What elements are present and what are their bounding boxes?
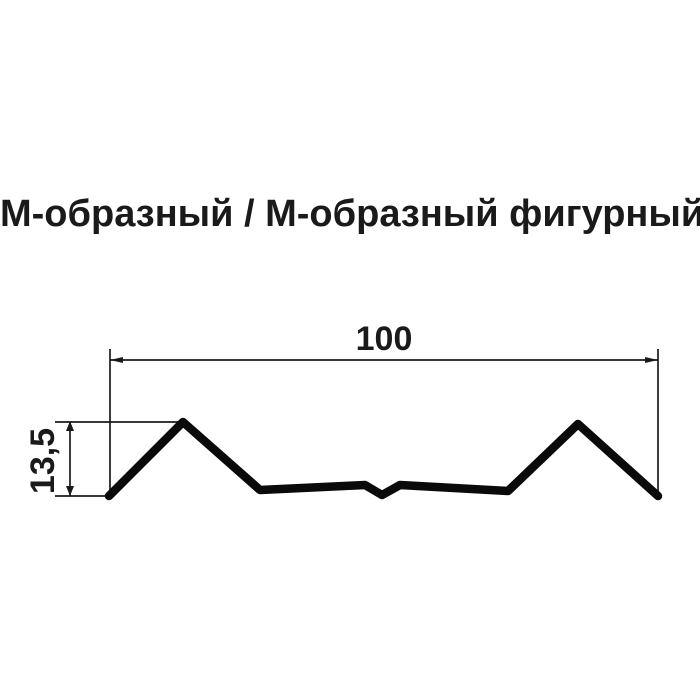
svg-text:100: 100	[356, 320, 413, 358]
svg-text:13,5: 13,5	[24, 428, 62, 494]
